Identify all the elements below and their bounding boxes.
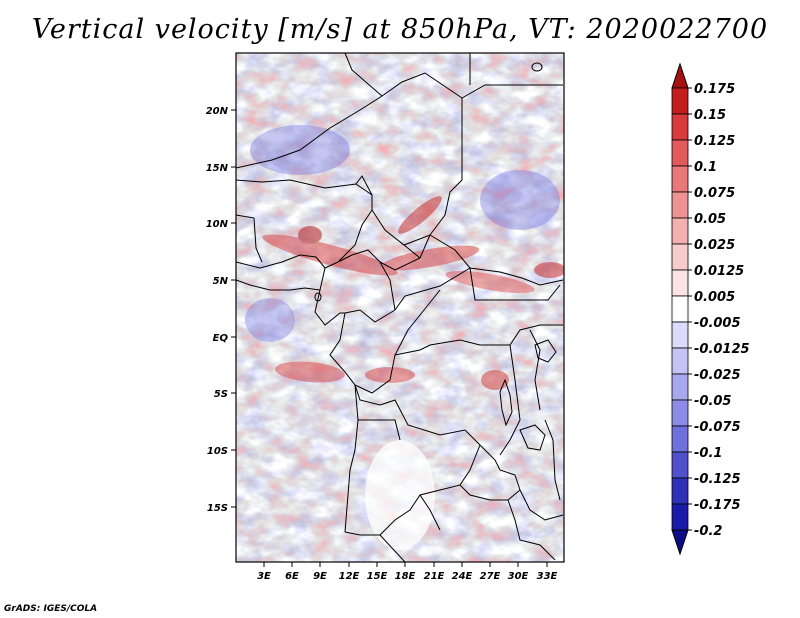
colorbar-label: -0.025 (694, 368, 741, 383)
colorbar-label: -0.2 (694, 524, 722, 539)
colorbar-label: -0.1 (694, 446, 722, 461)
colorbar-label: -0.075 (694, 420, 741, 435)
latitude-axis: 20N 15N 10N 5N EQ 5S 10S 15S (206, 106, 236, 514)
colorbar-label: 0.0125 (694, 264, 744, 279)
colorbar-swatch (671, 321, 689, 349)
colorbar-swatch (671, 139, 689, 167)
colorbar-swatch (671, 87, 689, 115)
colorbar-swatch (671, 425, 689, 453)
colorbar-label: 0.15 (694, 108, 726, 123)
lon-label: 6E (285, 571, 299, 582)
lon-label: 27E (480, 571, 501, 582)
lon-label: 33E (537, 571, 558, 582)
colorbar-swatch (671, 451, 689, 479)
country-borders (236, 53, 564, 562)
colorbar-label: 0.025 (694, 238, 735, 253)
lon-label: 9E (313, 571, 327, 582)
lon-label: 3E (257, 571, 271, 582)
lon-label: 24E (452, 571, 473, 582)
colorbar-swatch (671, 113, 689, 141)
colorbar-swatch (671, 191, 689, 219)
colorbar-swatch (671, 373, 689, 401)
colorbar-swatch (671, 347, 689, 375)
colorbar-swatch (671, 399, 689, 427)
colorbar-top-arrow (671, 62, 689, 89)
lat-label: 15N (206, 163, 229, 174)
map-frame (235, 52, 565, 563)
longitude-axis: 3E 6E 9E 12E 15E 18E 21E 24E 27E 30E 33E (257, 562, 558, 582)
lon-label: 15E (367, 571, 388, 582)
colorbar-label: -0.005 (694, 316, 741, 331)
lat-label: 10N (206, 219, 229, 230)
lon-label: 21E (424, 571, 445, 582)
lat-label: 20N (206, 106, 229, 117)
lat-label: 15S (207, 503, 228, 514)
colorbar-label: 0.175 (694, 82, 735, 97)
colorbar: 0.175 0.15 0.125 0.1 0.075 0.05 0.025 0.0125 0.0… (671, 62, 750, 556)
colorbar-label: 0.075 (694, 186, 735, 201)
lon-label: 18E (395, 571, 416, 582)
colorbar-label: 0.05 (694, 212, 726, 227)
colorbar-swatch (671, 477, 689, 505)
lat-label: EQ (213, 333, 229, 344)
colorbar-label: -0.05 (694, 394, 731, 409)
vertical-velocity-field (236, 53, 564, 562)
colorbar-label: 0.125 (694, 134, 735, 149)
grads-credit: GrADS: IGES/COLA (4, 604, 98, 614)
colorbar-label: -0.0125 (694, 342, 750, 357)
lat-label: 10S (207, 446, 228, 457)
colorbar-swatch (671, 243, 689, 271)
colorbar-swatch (671, 269, 689, 297)
lon-label: 12E (339, 571, 360, 582)
lon-label: 30E (508, 571, 529, 582)
colorbar-label: -0.175 (694, 498, 741, 513)
lat-label: 5N (213, 276, 229, 287)
lat-label: 5S (214, 389, 228, 400)
colorbar-label: 0.005 (694, 290, 735, 305)
colorbar-label: -0.125 (694, 472, 741, 487)
colorbar-label: 0.1 (694, 160, 717, 175)
chart-title: Vertical velocity [m/s] at 850hPa, VT: 2… (31, 14, 769, 45)
colorbar-swatch (671, 165, 689, 193)
colorbar-swatch (671, 503, 689, 531)
colorbar-swatch (671, 217, 689, 245)
colorbar-swatch (671, 295, 689, 323)
colorbar-bottom-arrow (671, 529, 689, 556)
